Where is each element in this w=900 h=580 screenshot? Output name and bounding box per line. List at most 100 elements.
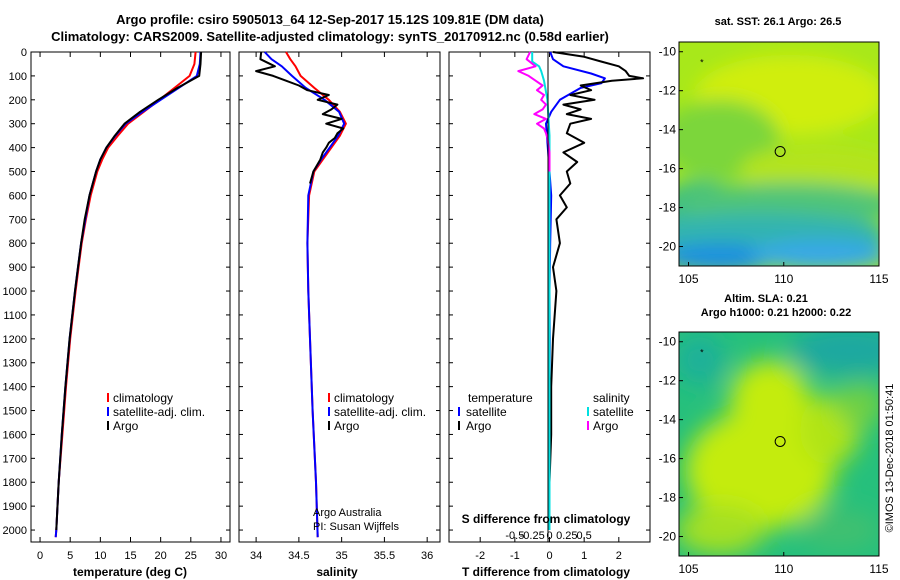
x-tick-label: 5: [67, 550, 73, 562]
profile-title: Argo profile: csiro 5905013_64 12-Sep-20…: [116, 12, 544, 27]
y-tick-label: -10: [659, 45, 677, 59]
x-tick-label: 30: [215, 550, 227, 562]
y-tick-label: -18: [659, 201, 677, 215]
x-tick-label: 0: [546, 530, 552, 542]
y-tick-label: 1800: [3, 477, 27, 489]
series-line: [263, 51, 346, 538]
difference-s-axis: -0.5-0.25 0 0.250.5: [505, 530, 591, 542]
legend-label: climatology: [113, 391, 173, 405]
argo-position-marker: [774, 435, 786, 447]
y-tick-label: 0: [21, 47, 27, 59]
legend-label: satellite: [466, 405, 507, 419]
y-tick-label: -10: [659, 335, 677, 349]
legend-label: satellite-adj. clim.: [334, 405, 426, 419]
x-tick-label: 0: [546, 550, 552, 562]
legend-label: satellite-adj. clim.: [113, 405, 205, 419]
sla-map-title: Altim. SLA: 0.21: [724, 293, 808, 305]
y-tick-label: 1700: [3, 453, 27, 465]
x-tick-label: 35.5: [374, 550, 395, 562]
y-tick-label: -20: [659, 240, 677, 254]
y-tick-label: 1500: [3, 406, 27, 418]
x-tick-label: 34: [250, 550, 262, 562]
sst-map-axes: 105 110 115 -10 -12 -14 -16 -18 -20: [659, 45, 889, 286]
y-tick-label: 1200: [3, 334, 27, 346]
y-tick-label: 600: [9, 190, 27, 202]
climatology-title: Climatology: CARS2009. Satellite-adjuste…: [51, 29, 609, 44]
imos-credit: ©IMOS 13-Dec-2018 01:50:41: [884, 384, 896, 533]
y-tick-label: 1400: [3, 382, 27, 394]
sla-map-frame: [678, 331, 880, 557]
difference-panel: -2 -1 0 1 2 -0.5-0.25 0 0.250.5 temperaturesat…: [448, 51, 651, 579]
legend-label: salinity: [593, 391, 630, 405]
salinity-x-axis: 34 34.5 35 35.5 36: [239, 51, 440, 562]
sla-map-axes: 105 110 115 -10 -12 -14 -16 -18 -20: [659, 335, 889, 576]
y-tick-label: 200: [9, 95, 27, 107]
legend-label: temperature: [468, 391, 533, 405]
sst-field: [679, 42, 879, 266]
argo-position-marker: [774, 145, 786, 157]
sst-map-frame: [678, 41, 880, 267]
temperature-panel: 0100200300400500600700800900100011001200…: [3, 47, 231, 579]
x-tick-label: 110: [774, 562, 793, 576]
y-tick-label: 700: [9, 214, 27, 226]
series-line: [255, 51, 345, 184]
x-tick-label: 1: [581, 550, 587, 562]
sla-map-subtitle: Argo h1000: 0.21 h2000: 0.22: [701, 307, 851, 319]
sst-map: sat. SST: 26.1 Argo: 26.5 105 110 115 -10 -1…: [659, 16, 889, 286]
x-tick-label: 115: [869, 562, 888, 576]
series-line: [55, 51, 203, 531]
difference-series: [517, 51, 645, 542]
series-line: [517, 51, 551, 172]
y-tick-label: -12: [659, 374, 677, 388]
temperature-series: [54, 51, 203, 538]
x-tick-label: 0.25: [556, 530, 577, 542]
asterisk-marker: *: [700, 57, 704, 67]
difference-x-axis: -2 -1 0 1 2: [449, 51, 650, 562]
temperature-xlabel: temperature (deg C): [73, 565, 187, 579]
y-tick-label: 100: [9, 71, 27, 83]
series-line: [545, 51, 606, 530]
legend-label: Argo: [334, 419, 360, 433]
x-tick-label: -0.25: [520, 530, 545, 542]
legend-label: Argo: [113, 419, 139, 433]
y-tick-label: -16: [659, 452, 677, 466]
y-tick-label: -14: [659, 123, 677, 137]
temperature-frame: [30, 51, 231, 543]
t-difference-xlabel: T difference from climatology: [462, 565, 630, 579]
legend-label: Argo: [593, 419, 619, 433]
legend-label: Argo: [466, 419, 492, 433]
legend-label: satellite: [593, 405, 634, 419]
difference-legend: temperaturesatelliteArgosalinitysatellit…: [458, 391, 634, 433]
sla-map: Altim. SLA: 0.21 Argo h1000: 0.21 h2000:…: [659, 293, 889, 576]
x-tick-label: 35: [336, 550, 348, 562]
y-tick-label: 300: [9, 119, 27, 131]
x-tick-label: -0.5: [505, 530, 524, 542]
salinity-frame: [238, 51, 441, 543]
y-tick-label: 2000: [3, 525, 27, 537]
y-tick-label: -14: [659, 413, 677, 427]
y-tick-label: 1000: [3, 286, 27, 298]
y-tick-label: 800: [9, 238, 27, 250]
x-tick-label: 20: [155, 550, 167, 562]
y-tick-label: -18: [659, 491, 677, 505]
x-tick-label: 110: [774, 272, 793, 286]
salinity-series: [255, 51, 347, 538]
y-tick-label: -16: [659, 162, 677, 176]
sst-map-title: sat. SST: 26.1 Argo: 26.5: [715, 16, 842, 28]
x-tick-label: 15: [124, 550, 136, 562]
series-line: [548, 51, 645, 530]
y-tick-label: 1300: [3, 358, 27, 370]
x-tick-label: -2: [475, 550, 485, 562]
y-tick-label: 500: [9, 167, 27, 179]
x-tick-label: 105: [679, 562, 699, 576]
depth-axis: 0 100 200 300 400 500 600 700 800 900 1000 1100 1200…: [3, 47, 27, 537]
x-tick-label: 2: [616, 550, 622, 562]
asterisk-marker: *: [700, 347, 704, 357]
legend-label: climatology: [334, 391, 394, 405]
s-difference-xlabel: S difference from climatology: [462, 512, 631, 526]
x-tick-label: 0: [37, 550, 43, 562]
x-tick-label: -1: [510, 550, 520, 562]
